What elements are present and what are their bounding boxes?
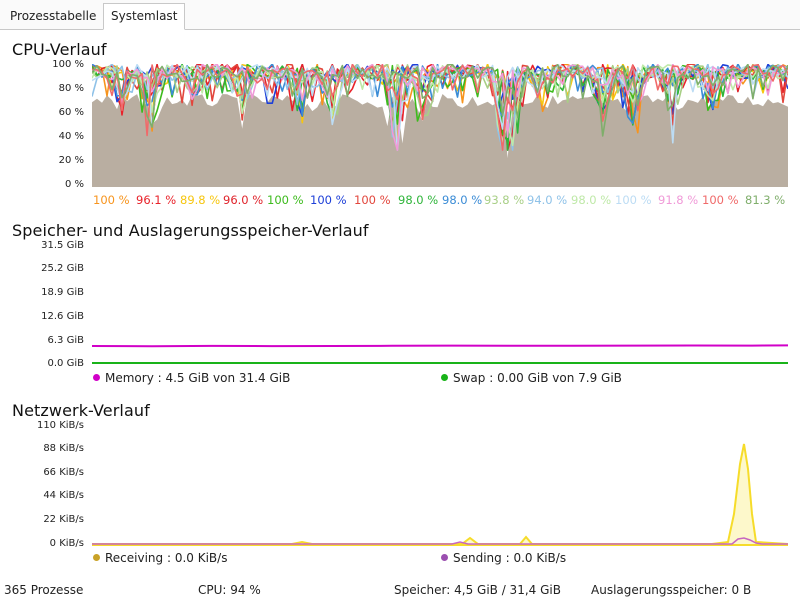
- cpu-total-area: [92, 94, 788, 187]
- cpu-y-tick: 60 %: [58, 107, 84, 118]
- receiving-legend-item: Receiving : 0.0 KiB/s: [93, 551, 227, 565]
- cpu-y-tick: 40 %: [58, 131, 84, 142]
- cpu-core-value: 91.8 %: [658, 193, 699, 207]
- receiving-area: [92, 443, 788, 546]
- cpu-core-value: 100 %: [702, 193, 739, 207]
- cpu-core-value: 100 %: [354, 193, 391, 207]
- cpu-core-line: [92, 64, 788, 151]
- cpu-section-title: CPU-Verlauf: [12, 40, 107, 59]
- memory-y-tick: 6.3 GiB: [47, 335, 84, 346]
- network-y-tick: 66 KiB/s: [43, 467, 84, 478]
- sending-line: [92, 537, 788, 545]
- cpu-core-value: 96.1 %: [136, 193, 177, 207]
- cpu-core-value: 100 %: [615, 193, 652, 207]
- network-section-title: Netzwerk-Verlauf: [12, 401, 150, 420]
- tab-prozesstabelle[interactable]: Prozesstabelle: [10, 9, 97, 23]
- tab-systemlast[interactable]: Systemlast: [103, 3, 186, 30]
- memory-legend-label: Memory : 4.5 GiB von 31.4 GiB: [105, 371, 291, 385]
- memory-y-tick: 0.0 GiB: [47, 358, 84, 369]
- swap-status: Auslagerungsspeicher: 0 B: [591, 583, 752, 597]
- memory-y-tick: 25.2 GiB: [41, 263, 84, 274]
- cpu-core-value: 89.8 %: [180, 193, 221, 207]
- cpu-core-value: 100 %: [310, 193, 347, 207]
- receiving-legend-label: Receiving : 0.0 KiB/s: [105, 551, 228, 565]
- memory-y-tick: 31.5 GiB: [41, 240, 84, 251]
- cpu-y-tick: 0 %: [64, 179, 84, 190]
- cpu-history-graph: [92, 64, 788, 187]
- cpu-core-value: 94.0 %: [527, 193, 568, 207]
- cpu-y-tick: 80 %: [58, 83, 84, 94]
- cpu-core-legend: 100 % 96.1 % 89.8 % 96.0 % 100 % 100 % 100 % 98…: [93, 193, 793, 207]
- cpu-y-tick: 20 %: [58, 155, 84, 166]
- swap-color-dot: [441, 374, 448, 381]
- cpu-core-value: 100 %: [93, 193, 130, 207]
- network-y-tick: 0 KiB/s: [49, 538, 84, 549]
- memory-y-tick: 12.6 GiB: [41, 311, 84, 322]
- memory-status: Speicher: 4,5 GiB / 31,4 GiB: [394, 583, 561, 597]
- network-y-tick: 88 KiB/s: [43, 443, 84, 454]
- sending-color-dot: [441, 554, 448, 561]
- cpu-y-tick: 100 %: [52, 59, 84, 70]
- cpu-core-value: 98.0 %: [442, 193, 483, 207]
- cpu-core-value: 96.0 %: [223, 193, 264, 207]
- network-history-graph: [92, 443, 788, 546]
- memory-y-tick: 18.9 GiB: [41, 287, 84, 298]
- cpu-core-value: 100 %: [267, 193, 304, 207]
- memory-history-graph: [92, 344, 788, 364]
- sending-legend-label: Sending : 0.0 KiB/s: [453, 551, 567, 565]
- cpu-core-value: 93.8 %: [484, 193, 525, 207]
- swap-legend-label: Swap : 0.00 GiB von 7.9 GiB: [453, 371, 622, 385]
- status-bar: 365 Prozesse CPU: 94 % Speicher: 4,5 GiB…: [0, 578, 800, 600]
- memory-section-title: Speicher- und Auslagerungsspeicher-Verla…: [12, 221, 369, 240]
- receiving-color-dot: [93, 554, 100, 561]
- cpu-core-line: [92, 64, 788, 137]
- cpu-status: CPU: 94 %: [198, 583, 261, 597]
- cpu-core-value: 81.3 %: [745, 193, 786, 207]
- network-y-tick: 110 KiB/s: [36, 420, 84, 431]
- memory-usage-line: [92, 344, 788, 348]
- memory-color-dot: [93, 374, 100, 381]
- memory-legend-item: Memory : 4.5 GiB von 31.4 GiB: [93, 371, 290, 385]
- cpu-core-value: 98.0 %: [571, 193, 612, 207]
- process-count: 365 Prozesse: [4, 583, 84, 597]
- cpu-core-value: 98.0 %: [398, 193, 439, 207]
- network-y-tick: 22 KiB/s: [43, 514, 84, 525]
- tab-bar: Prozesstabelle Systemlast: [0, 0, 800, 30]
- network-y-tick: 44 KiB/s: [43, 490, 84, 501]
- sending-legend-item: Sending : 0.0 KiB/s: [441, 551, 566, 565]
- swap-legend-item: Swap : 0.00 GiB von 7.9 GiB: [441, 371, 622, 385]
